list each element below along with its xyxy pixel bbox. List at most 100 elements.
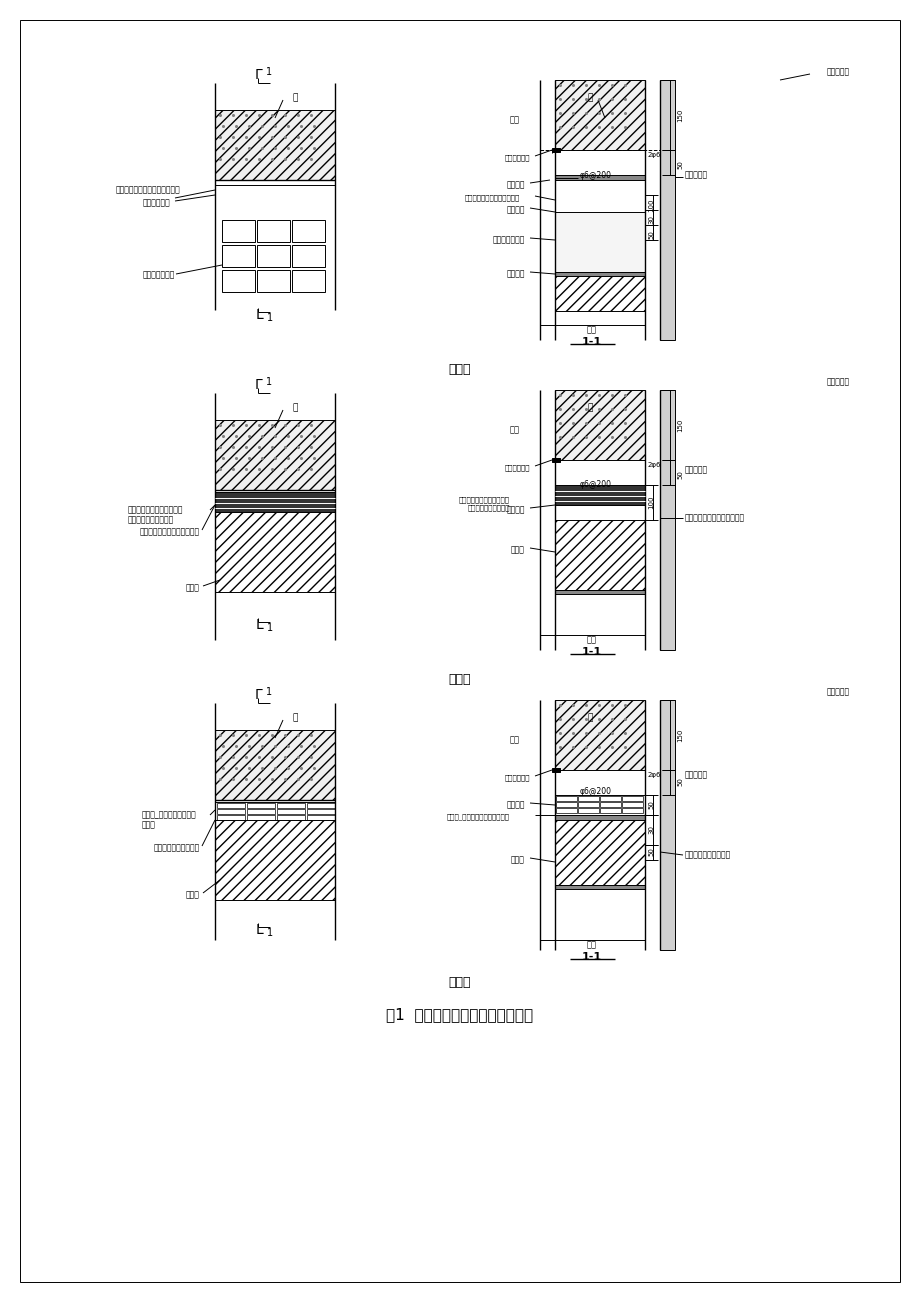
Bar — [291, 270, 324, 292]
Text: 与多孔砖同材质实心砖: 与多孔砖同材质实心砖 — [153, 844, 199, 853]
Bar — [554, 486, 644, 505]
Bar — [246, 809, 275, 814]
Text: 50: 50 — [676, 777, 682, 786]
Bar — [554, 174, 644, 180]
Bar — [307, 815, 335, 820]
Text: （室与多孔砖同材质）: （室与多孔砖同材质） — [467, 505, 509, 512]
Text: 结构覆盖标高: 结构覆盖标高 — [504, 465, 529, 471]
Bar — [215, 730, 335, 799]
Bar — [217, 815, 244, 820]
Text: 定制规_型与多孔砖同材质: 定制规_型与多孔砖同材质 — [142, 811, 197, 819]
Bar — [577, 802, 598, 807]
Text: 图1  外墙混凝土梁下砌体节点做法: 图1 外墙混凝土梁下砌体节点做法 — [386, 1008, 533, 1022]
Bar — [551, 458, 560, 462]
Bar — [307, 803, 335, 809]
Text: 结构覆盖标高: 结构覆盖标高 — [504, 155, 529, 161]
Bar — [246, 803, 275, 809]
Text: 与多孔砖同材质实心砖: 与多孔砖同材质实心砖 — [685, 850, 731, 859]
Text: 做法一: 做法一 — [448, 363, 471, 376]
Bar — [554, 79, 644, 150]
Text: 结构覆盖标高: 结构覆盖标高 — [504, 775, 529, 781]
Bar — [554, 815, 644, 820]
Bar — [215, 109, 335, 180]
Bar — [659, 700, 675, 950]
Bar — [221, 220, 255, 242]
Text: （室与多孔砖同材质）: （室与多孔砖同材质） — [128, 516, 174, 525]
Text: 墙厚: 墙厚 — [586, 635, 596, 644]
Text: 楔型砂浆: 楔型砂浆 — [506, 206, 525, 215]
Bar — [256, 270, 289, 292]
Bar — [555, 796, 576, 801]
Bar — [554, 885, 644, 889]
Bar — [659, 79, 675, 340]
Bar — [621, 809, 642, 812]
Text: 实心砖（室与多孔砖同材质）: 实心砖（室与多孔砖同材质） — [685, 513, 744, 522]
Text: 外墙装饰层: 外墙装饰层 — [826, 687, 849, 697]
Text: 楔型砂浆: 楔型砂浆 — [506, 270, 525, 279]
Text: 50: 50 — [676, 470, 682, 479]
Text: Γ: Γ — [255, 68, 263, 82]
Text: 梁: 梁 — [586, 94, 592, 103]
Text: φ6@200: φ6@200 — [579, 171, 611, 180]
Text: 室内: 室内 — [509, 426, 519, 435]
Text: 1: 1 — [267, 622, 273, 633]
Bar — [221, 245, 255, 267]
Text: 做法二: 做法二 — [448, 673, 471, 686]
Text: 由蒸汽加气混凝土砌块切斫成: 由蒸汽加气混凝土砌块切斫成 — [464, 195, 519, 202]
Text: 100: 100 — [647, 198, 653, 212]
Text: 室内: 室内 — [509, 116, 519, 125]
Text: 50: 50 — [676, 160, 682, 169]
Text: 排架填满: 排架填满 — [506, 505, 525, 514]
Text: 1: 1 — [267, 928, 273, 937]
Bar — [277, 815, 305, 820]
Text: φ6@200: φ6@200 — [579, 788, 611, 797]
Text: 100: 100 — [647, 495, 653, 509]
Bar — [277, 803, 305, 809]
Bar — [551, 768, 560, 772]
Text: 梁: 梁 — [292, 404, 298, 413]
Text: 1-1: 1-1 — [582, 952, 601, 962]
Bar — [256, 245, 289, 267]
Text: 150: 150 — [676, 108, 682, 121]
Text: 加气混凝土砌块: 加气混凝土砌块 — [492, 236, 525, 245]
Bar — [291, 245, 324, 267]
Text: 由蒸汽加气混凝土砌块切割斫成: 由蒸汽加气混凝土砌块切割斫成 — [116, 185, 180, 194]
Text: 梁: 梁 — [586, 404, 592, 413]
Text: 梁: 梁 — [292, 713, 298, 723]
Bar — [554, 276, 644, 311]
Bar — [577, 809, 598, 812]
Text: 50: 50 — [647, 848, 653, 857]
Text: 30: 30 — [647, 825, 653, 835]
Text: 墙厚: 墙厚 — [586, 326, 596, 335]
Text: 2φ6: 2φ6 — [647, 462, 661, 467]
Bar — [221, 270, 255, 292]
Bar — [621, 796, 642, 801]
Text: 实心砖: 实心砖 — [142, 820, 155, 829]
Bar — [217, 803, 244, 809]
Text: φ6@200: φ6@200 — [579, 480, 611, 490]
Text: 30: 30 — [647, 216, 653, 224]
Bar — [246, 815, 275, 820]
Text: 排架填满: 排架填满 — [506, 181, 525, 190]
Text: 1: 1 — [266, 66, 272, 77]
Text: L: L — [255, 923, 264, 937]
Bar — [554, 212, 644, 272]
Text: 实心砖（立与多孔砖同材质）: 实心砖（立与多孔砖同材质） — [140, 527, 199, 536]
Text: 楔型砂浆填满: 楔型砂浆填满 — [142, 198, 170, 207]
Bar — [277, 809, 305, 814]
Text: 多孔砖: 多孔砖 — [186, 583, 199, 592]
Bar — [555, 802, 576, 807]
Text: 室内: 室内 — [509, 736, 519, 745]
Text: 加气混凝土砌块: 加气混凝土砌块 — [142, 271, 175, 280]
Bar — [551, 148, 560, 152]
Text: 室外地水面: 室外地水面 — [685, 771, 708, 780]
Text: 定制规_型与多孔砖同材质实心砖: 定制规_型与多孔砖同材质实心砖 — [447, 814, 509, 820]
Bar — [307, 809, 335, 814]
Text: 多孔砖: 多孔砖 — [511, 546, 525, 555]
Bar — [215, 802, 335, 820]
Bar — [217, 809, 244, 814]
Text: 梁: 梁 — [292, 94, 298, 103]
Text: 2φ6: 2φ6 — [647, 152, 661, 158]
Text: 1-1: 1-1 — [582, 337, 601, 348]
Text: 多孔砖: 多孔砖 — [511, 855, 525, 865]
